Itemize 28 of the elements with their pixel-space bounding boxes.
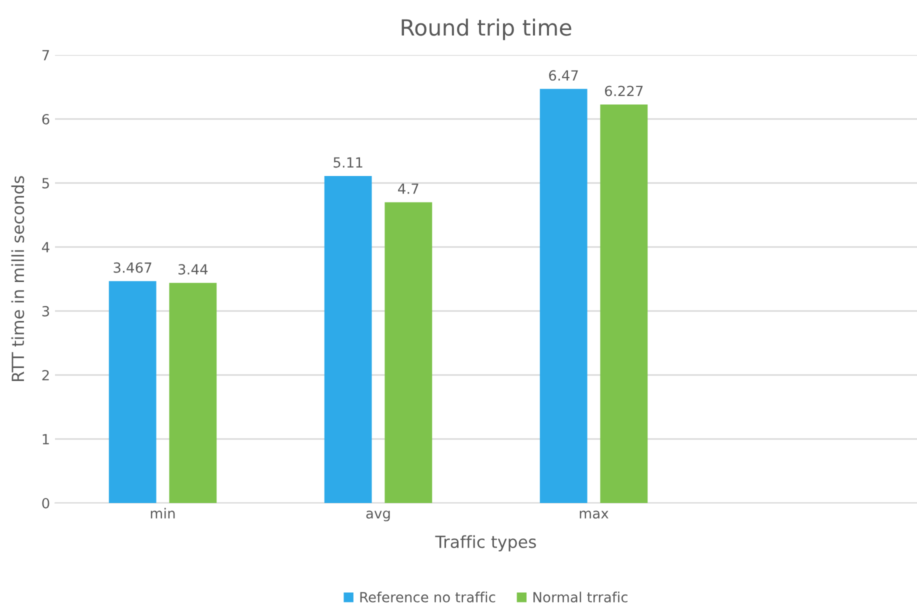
- y-tick-label: 3: [42, 306, 50, 316]
- x-tick-label: avg: [366, 510, 390, 522]
- y-tick-label: 1: [42, 434, 49, 444]
- legend-label: Normal trrafic: [533, 592, 628, 602]
- y-tick-label: 6: [42, 114, 50, 124]
- x-axis-title: Traffic types: [435, 535, 536, 552]
- y-tick-label: 0: [42, 498, 50, 508]
- legend-label: Reference no traffic: [360, 592, 496, 602]
- bar: [384, 202, 432, 503]
- x-tick-label: max: [580, 510, 608, 519]
- data-label: 6.47: [549, 70, 578, 81]
- bar: [600, 104, 648, 503]
- bar: [324, 176, 372, 503]
- chart-title: Round trip time: [402, 18, 572, 40]
- data-label: 4.7: [398, 184, 418, 194]
- bar: [169, 282, 217, 503]
- y-tick-label: 7: [42, 50, 49, 60]
- x-tick-label: min: [150, 508, 175, 518]
- data-label: 5.11: [334, 157, 362, 168]
- bar: [108, 281, 156, 503]
- y-tick-label: 2: [42, 370, 49, 380]
- bar: [540, 88, 588, 503]
- y-tick-label: 4: [42, 242, 50, 252]
- data-label: 3.467: [114, 262, 152, 273]
- y-tick-label: 5: [42, 178, 49, 188]
- y-axis-title: RTT time in milli seconds: [11, 176, 24, 382]
- data-label: 3.44: [178, 264, 208, 275]
- data-label: 6.227: [605, 86, 643, 96]
